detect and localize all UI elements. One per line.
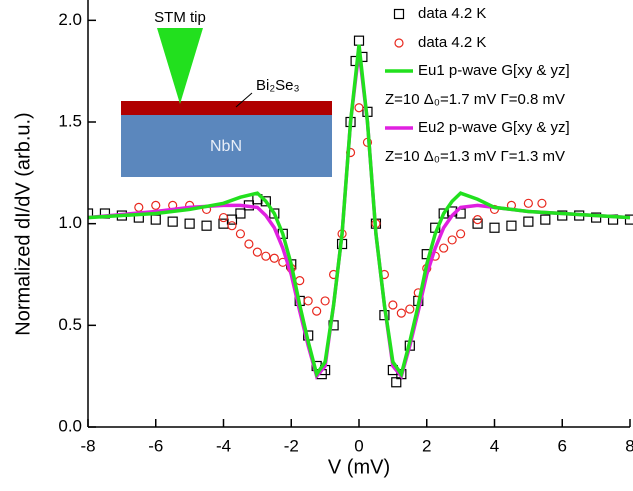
x-axis-label: V (mV) (328, 456, 390, 478)
marker (150, 214, 161, 225)
legend-swatch (393, 8, 405, 20)
marker (624, 214, 633, 225)
marker (439, 243, 449, 253)
legend-swatch (394, 38, 404, 48)
y-tick-label: 1.5 (58, 111, 82, 130)
marker (388, 300, 398, 310)
x-tick-label: 4 (490, 436, 499, 455)
x-tick-label: 6 (558, 436, 567, 455)
marker (537, 198, 547, 208)
stm-tip (157, 28, 203, 104)
marker (472, 218, 483, 229)
y-tick-label: 0.5 (58, 315, 82, 334)
series-line (88, 44, 631, 379)
marker (167, 216, 178, 227)
marker (134, 202, 144, 212)
annotation: Z=10 Δ₀=1.7 mV Γ=0.8 mV (385, 91, 565, 108)
marker (260, 196, 271, 207)
marker (184, 218, 195, 229)
inset-label: NbN (210, 138, 242, 155)
marker (88, 208, 94, 219)
marker (151, 200, 161, 210)
marker (227, 221, 237, 231)
x-tick-label: -4 (216, 436, 231, 455)
marker (312, 306, 322, 316)
inset-label: Bi₂Se₃ (256, 77, 300, 94)
marker (456, 229, 466, 239)
marker (506, 220, 517, 231)
plot-area (88, 35, 633, 388)
marker (235, 208, 246, 219)
marker (201, 220, 212, 231)
marker (472, 215, 483, 225)
y-tick-label: 1.0 (58, 213, 82, 232)
inset: STM tip Bi₂Se₃ NbN (121, 9, 332, 177)
marker (244, 239, 254, 249)
marker (269, 253, 279, 263)
marker (591, 212, 602, 223)
marker (557, 210, 568, 221)
marker (447, 235, 457, 245)
marker (523, 198, 533, 208)
marker (523, 216, 534, 227)
marker (489, 222, 500, 233)
marker (261, 251, 271, 261)
y-axis-label: Normalized dI/dV (arb.u.) (12, 112, 34, 335)
annotation: Z=10 Δ₀=1.3 mV Γ=1.3 mV (385, 148, 565, 165)
legend-label: data 4.2 K (418, 34, 486, 51)
pointer (235, 92, 253, 108)
x-tick-label: 8 (625, 436, 633, 455)
legend-label: data 4.2 K (418, 5, 486, 22)
x-tick-label: 0 (354, 436, 363, 455)
marker (218, 212, 229, 223)
marker (235, 229, 246, 239)
marker (353, 35, 365, 46)
marker (252, 247, 262, 257)
marker (540, 214, 551, 225)
y-tick-label: 2.0 (58, 10, 82, 29)
x-tick-label: -2 (284, 436, 299, 455)
marker (354, 103, 364, 113)
nbn-layer (121, 115, 332, 177)
x-tick-label: -6 (148, 436, 163, 455)
y-tick-label: 0.0 (58, 416, 82, 435)
inset-label: STM tip (154, 9, 206, 26)
legend-label: Eu1 p-wave G[xy & yz] (418, 62, 570, 79)
x-tick-label: 2 (422, 436, 431, 455)
marker (396, 308, 406, 318)
marker (320, 296, 330, 306)
legend-label: Eu2 p-wave G[xy & yz] (418, 119, 570, 136)
bi2se3-layer (121, 101, 332, 115)
marker (303, 296, 313, 306)
marker (405, 304, 415, 314)
x-tick-label: -8 (80, 436, 95, 455)
